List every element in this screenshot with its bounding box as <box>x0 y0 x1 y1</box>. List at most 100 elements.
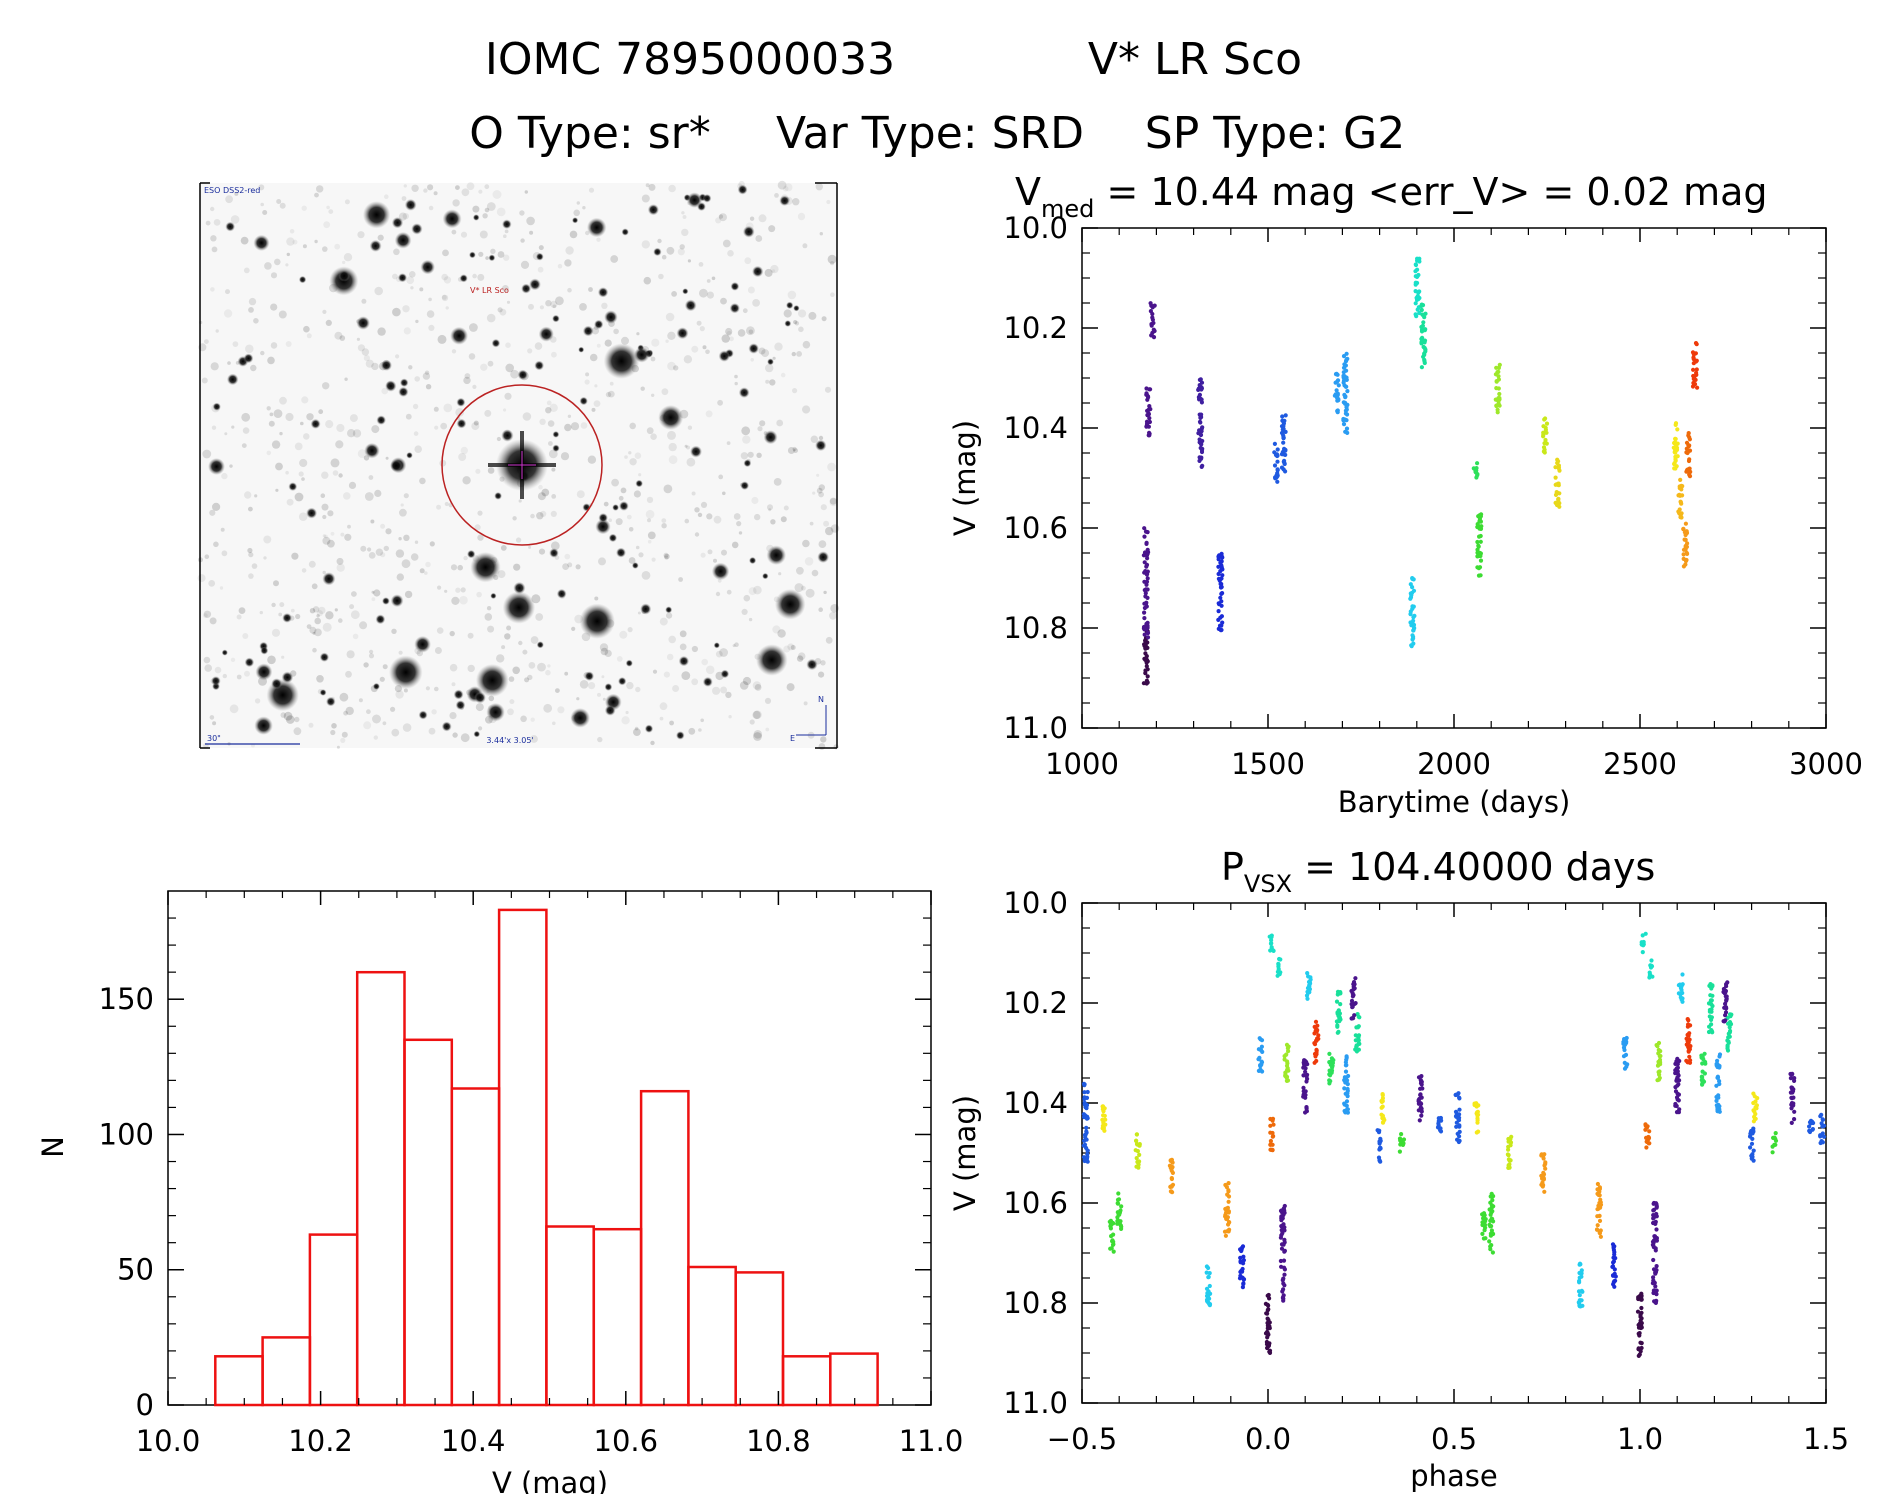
background-speckle <box>538 484 543 490</box>
background-speckle <box>441 273 449 281</box>
phased-point <box>1136 1165 1141 1170</box>
lightcurve-point <box>1413 269 1418 274</box>
background-speckle <box>604 339 612 347</box>
phased-point <box>1312 1060 1317 1065</box>
lightcurve-point <box>1199 412 1204 417</box>
background-speckle <box>484 184 490 190</box>
lightcurve-ytick-label: 10.4 <box>1003 411 1068 445</box>
lightcurve-point <box>1684 469 1689 474</box>
background-speckle <box>314 617 322 625</box>
star <box>473 730 481 738</box>
background-speckle <box>385 528 392 535</box>
background-speckle <box>294 492 304 502</box>
background-speckle <box>300 421 304 426</box>
star <box>621 228 629 236</box>
lightcurve-point <box>1145 630 1151 636</box>
phased-point <box>1265 1344 1270 1349</box>
phased-point <box>1686 1018 1691 1023</box>
phased-point <box>1307 983 1312 988</box>
phased-point <box>1598 1197 1603 1202</box>
background-speckle <box>816 487 823 494</box>
phased-point <box>1542 1152 1547 1157</box>
star <box>491 338 501 348</box>
lightcurve-point <box>1145 635 1151 640</box>
phased-point <box>1355 1012 1360 1017</box>
star <box>578 346 585 353</box>
lightcurve-point <box>1142 632 1147 637</box>
phased-point <box>1749 1153 1754 1158</box>
background-speckle <box>557 263 563 269</box>
background-speckle <box>224 432 228 436</box>
background-speckle <box>258 184 265 191</box>
background-speckle <box>684 518 690 524</box>
background-speckle <box>460 446 468 455</box>
star <box>375 614 386 625</box>
phased-point <box>1650 974 1655 979</box>
lightcurve-point <box>1218 581 1223 587</box>
phased-point <box>1418 1105 1423 1110</box>
phased-point <box>1598 1203 1603 1208</box>
background-speckle <box>391 728 400 737</box>
phased-point <box>1265 1311 1270 1316</box>
background-speckle <box>278 612 283 617</box>
background-speckle <box>205 220 211 226</box>
phased-point <box>1377 1139 1382 1144</box>
phased-point <box>1578 1304 1583 1309</box>
background-speckle <box>262 210 268 215</box>
background-speckle <box>431 709 437 715</box>
background-speckle <box>602 697 606 701</box>
background-speckle <box>322 534 326 538</box>
phased-point <box>1652 1207 1657 1212</box>
background-speckle <box>560 452 570 461</box>
background-speckle <box>741 608 748 616</box>
lightcurve-point <box>1345 412 1350 417</box>
background-speckle <box>496 436 501 442</box>
phased-point <box>1700 1082 1705 1087</box>
background-speckle <box>755 235 763 242</box>
background-speckle <box>345 670 352 678</box>
background-speckle <box>764 697 772 705</box>
background-speckle <box>798 326 804 333</box>
phased-point <box>1710 983 1715 988</box>
background-speckle <box>821 316 827 322</box>
background-speckle <box>641 240 650 249</box>
background-speckle <box>538 548 546 555</box>
phased-point <box>1345 1094 1350 1099</box>
lightcurve-point <box>1283 448 1288 453</box>
background-speckle <box>768 225 776 233</box>
background-speckle <box>682 215 687 219</box>
background-speckle <box>790 645 796 650</box>
phased-point <box>1401 1137 1407 1142</box>
background-speckle <box>347 429 356 438</box>
background-speckle <box>739 681 749 690</box>
lightcurve-point <box>1216 564 1221 569</box>
lightcurve-point <box>1419 341 1424 346</box>
star <box>784 320 792 327</box>
lightcurve-point <box>1275 467 1280 472</box>
phased-point <box>1279 1214 1284 1219</box>
lightcurve-point <box>1544 421 1550 426</box>
phased-ytick-label: 10.0 <box>1003 886 1068 920</box>
phased-point <box>1789 1106 1794 1111</box>
lightcurve-point <box>1334 371 1339 376</box>
star <box>682 288 689 295</box>
phased-point <box>1597 1189 1602 1194</box>
star <box>254 716 273 735</box>
star <box>582 325 594 337</box>
background-speckle <box>552 304 557 309</box>
target-label: V* LR Sco <box>470 286 509 295</box>
background-speckle <box>286 237 295 246</box>
background-speckle <box>405 413 412 420</box>
lightcurve-point <box>1142 610 1147 615</box>
phased-point <box>1543 1166 1548 1171</box>
phased-point <box>1488 1224 1493 1229</box>
background-speckle <box>340 737 346 744</box>
background-speckle <box>666 246 675 255</box>
lightcurve-point <box>1345 389 1350 394</box>
background-speckle <box>764 268 773 277</box>
lightcurve-ytick-label: 10.6 <box>1003 511 1068 545</box>
background-speckle <box>497 307 503 313</box>
lightcurve-point <box>1197 419 1203 424</box>
background-speckle <box>398 650 403 655</box>
background-speckle <box>691 491 696 496</box>
